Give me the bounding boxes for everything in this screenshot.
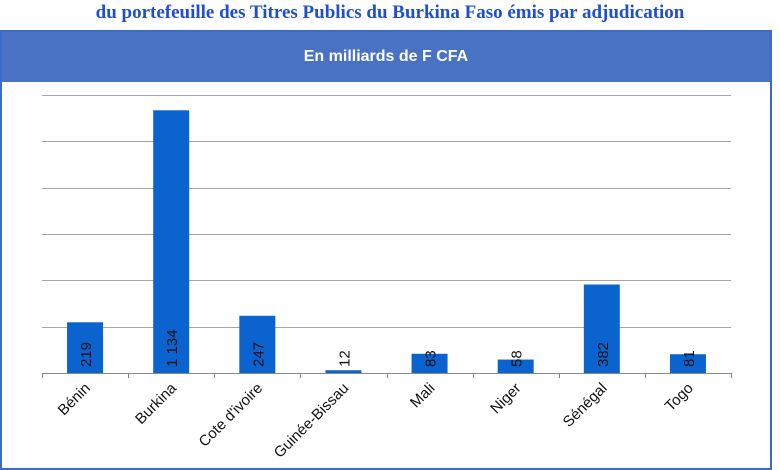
value-label: 1 134 xyxy=(164,329,181,367)
gridlines xyxy=(42,95,731,374)
x-tick-label: Bénin xyxy=(55,380,94,419)
bars xyxy=(67,110,706,373)
bar xyxy=(67,322,104,373)
value-labels: 219 1 134 247 12 83 58 382 81 xyxy=(78,329,698,367)
bar xyxy=(669,354,706,373)
bar xyxy=(239,315,276,373)
x-axis-labels: Bénin Burkina Cote d'ivoire Guinée-Bissau Ma… xyxy=(55,379,697,461)
x-axis-ticks xyxy=(42,373,732,378)
bar xyxy=(411,353,448,373)
x-tick-label: Cote d'ivoire xyxy=(195,380,266,451)
bar xyxy=(153,110,190,373)
page-heading: du portefeuille des Titres Publics du Bu… xyxy=(95,2,685,23)
value-label: 12 xyxy=(336,350,353,367)
value-label: 219 xyxy=(78,342,95,367)
value-label: 83 xyxy=(423,350,440,367)
x-tick-label: Guinée-Bissau xyxy=(271,380,353,462)
bar xyxy=(325,370,362,373)
value-label: 382 xyxy=(595,342,612,367)
value-label: 81 xyxy=(681,350,698,367)
x-tick-label: Burkina xyxy=(132,379,180,427)
x-tick-label: Togo xyxy=(662,380,697,415)
bar xyxy=(497,359,534,373)
chart-panel: En milliards de F CFA xyxy=(0,30,772,470)
x-tick-label: Mali xyxy=(407,380,438,411)
chart-subtitle: En milliards de F CFA xyxy=(2,32,770,82)
x-tick-label: Niger xyxy=(487,380,524,417)
bar xyxy=(583,284,620,373)
bar-chart: 219 1 134 247 12 83 58 382 81 Bénin Burkina Cote … xyxy=(42,95,732,461)
x-tick-label: Sénégal xyxy=(560,380,611,431)
value-label: 247 xyxy=(250,342,267,367)
value-label: 58 xyxy=(509,350,526,367)
